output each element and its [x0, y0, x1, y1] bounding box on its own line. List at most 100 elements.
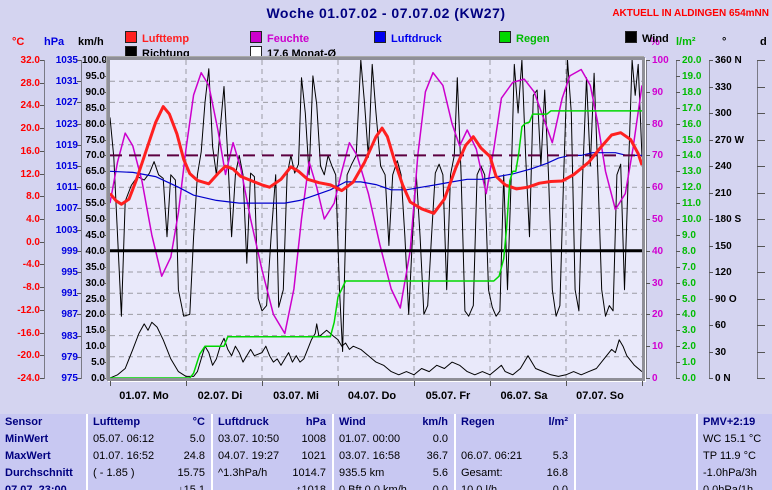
axis-tick: [40, 60, 44, 61]
x-axis-tick: [566, 381, 567, 386]
axis-tick: [77, 293, 81, 295]
axis-tick-label-druck: 991: [61, 288, 78, 300]
axis-tick-label-rain: 5.0: [682, 293, 696, 305]
axis-tick: [77, 144, 81, 146]
table-cell-value: hPa: [305, 416, 326, 428]
table-cell-text: [576, 465, 581, 482]
axis-tick-label-druck: 1031: [55, 76, 78, 88]
legend-label: Lufttemp: [142, 33, 190, 45]
pmv-value: -1.0hPa/3h: [703, 467, 757, 479]
axis-tick-label-hum: 0: [652, 373, 658, 384]
table-cell: 03.07. 16:58 36.7: [334, 448, 454, 465]
axis-tick: [77, 229, 81, 231]
chart-svg: [110, 60, 642, 378]
table-cell-text: Gesamt:: [461, 467, 503, 479]
axis-tick-label-druck: 999: [61, 245, 78, 257]
axis-tick: [77, 356, 81, 358]
axis-tick-label-rain: 15.0: [682, 134, 702, 146]
axis-tick: [676, 346, 680, 348]
axis-tick: [77, 314, 81, 316]
axis-tick: [709, 351, 713, 353]
axis-tick-d: [757, 351, 765, 353]
axis-tick-label-rain: 3.0: [682, 325, 696, 337]
table-cell-value: 1014.7: [292, 467, 326, 479]
axis-tick-label-wind: 95.0: [85, 70, 105, 82]
axis-tick-label-dir: 330: [715, 81, 732, 93]
table-cell-pmv: WC 15.1 °C: [698, 431, 772, 448]
table-cell-text: [456, 431, 461, 448]
axis-tick: [40, 309, 44, 311]
axis-tick: [40, 105, 44, 107]
axis-tick-d: [757, 113, 765, 114]
axis-tick: [709, 139, 713, 141]
table-cell-text: [213, 482, 218, 490]
axis-tick-label-druck: 1019: [55, 139, 78, 151]
axis-tick-label-hum: 90: [652, 86, 664, 98]
axis-tick: [646, 155, 650, 157]
axis-tick: [103, 203, 107, 205]
axis-tick: [103, 298, 107, 300]
axis-tick: [676, 75, 680, 77]
axis-tick: [77, 187, 81, 189]
table-cell: 06.07. 06:21 5.3: [456, 448, 574, 465]
table-cell: 935.5 km 5.6: [334, 465, 454, 482]
table-cell-text: [88, 482, 93, 490]
axis-tick-label-rain: 6.0: [682, 277, 696, 289]
axis-tick-label-rain: 16.0: [682, 118, 702, 130]
axis-tick-label-wind: 60.0: [85, 182, 105, 194]
table-cell-value: ↑1018: [296, 484, 326, 490]
axis-tick: [40, 287, 44, 289]
axis-tick: [103, 250, 107, 252]
axis-tick: [646, 378, 650, 379]
axis-tick-label-rain: 2.0: [682, 341, 696, 353]
axis-tick-label-druck: 995: [61, 267, 78, 278]
axis-tick-label-wind: 10.0: [85, 341, 105, 353]
axis-tick-d: [757, 166, 765, 167]
axis-tick-label-rain: 17.0: [682, 102, 702, 114]
table-row-MinWert: MinWert 05.07. 06:12 5.0 03.07. 10:50 1008 01…: [0, 431, 772, 448]
axis-tick-label-wind: 70.0: [85, 150, 105, 162]
axis-tick: [646, 219, 650, 220]
table-cell-text: 10.0 l/h: [461, 484, 498, 490]
axis-tick-label-temp: 4.0: [26, 214, 40, 225]
axis-tick-d: [757, 86, 765, 88]
axis-tick-label-rain: 4.0: [682, 309, 696, 321]
pmv-value: WC 15.1 °C: [703, 433, 762, 445]
axis-tick-label-druck: 979: [61, 351, 78, 363]
table-row-MaxWert: MaxWert 01.07. 16:52 24.8 04.07. 19:27 1021 0…: [0, 448, 772, 465]
table-cell: ↑1018: [213, 482, 332, 490]
axis-tick-d: [757, 245, 765, 247]
legend-label: Wind: [642, 33, 669, 45]
table-cell-value: [690, 465, 696, 482]
unit-label-l/m²: l/m²: [676, 36, 696, 48]
table-cell-value: °C: [192, 416, 205, 428]
axis-tick-label-druck: 975: [61, 373, 78, 384]
axis-tick: [676, 91, 680, 93]
axis-tick: [103, 219, 107, 220]
table-cell: ( - 1.85 ) 15.75: [88, 465, 211, 482]
axis-tick: [77, 166, 81, 167]
table-cell-value: 15.75: [177, 467, 205, 479]
axis-tick: [676, 234, 680, 236]
series-luftdruck: [110, 152, 642, 204]
x-axis-tick: [642, 381, 643, 386]
unit-label-°C: °C: [12, 36, 25, 48]
x-axis-tick: [490, 381, 491, 386]
axis-tick-label-dir: 180 S: [715, 214, 742, 225]
axis-tick-label-druck: 987: [61, 309, 78, 321]
axis-tick-label-wind: 35.0: [85, 261, 105, 273]
table-cell: 05.07. 06:12 5.0: [88, 431, 211, 448]
axis-tick-label-druck: 983: [61, 330, 78, 342]
table-cell: 01.07. 00:00 0.0: [334, 431, 454, 448]
axis-tick: [709, 272, 713, 273]
table-cell-pmv: PMV+2:19: [698, 414, 772, 431]
table-cell-value: 16.8: [546, 467, 568, 479]
axis-tick-label-rain: 10.0: [682, 214, 702, 225]
axis-tick-label-wind: 40.0: [85, 245, 105, 257]
axis-tick: [40, 128, 44, 130]
axis-tick: [40, 173, 44, 175]
series-wind: [110, 321, 642, 378]
axis-tick-label-temp: -24.0: [17, 373, 40, 384]
table-cell-value: [690, 482, 696, 490]
